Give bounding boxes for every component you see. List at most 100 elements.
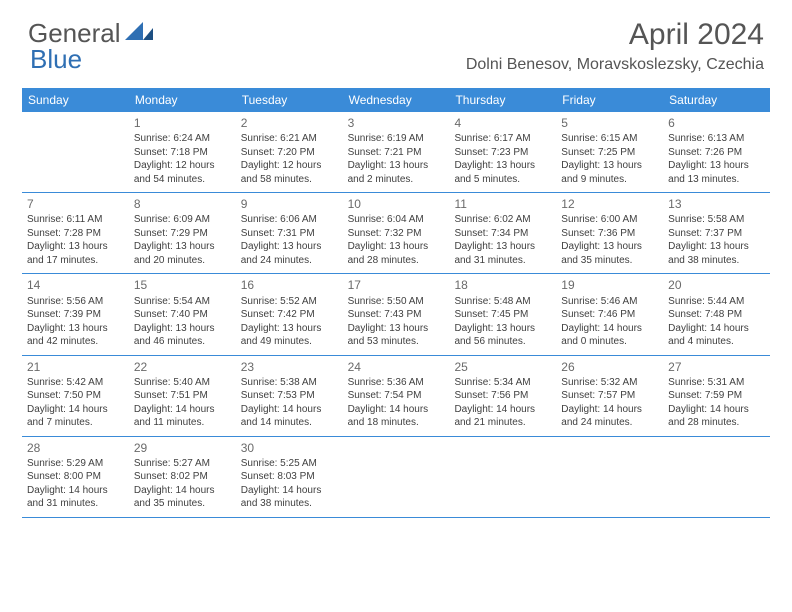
day-number: 10: [348, 196, 445, 212]
sunrise-text: Sunrise: 6:24 AM: [134, 132, 231, 146]
daylight-text: Daylight: 13 hours and 20 minutes.: [134, 240, 231, 267]
sunrise-text: Sunrise: 5:52 AM: [241, 295, 338, 309]
daylight-text: Daylight: 13 hours and 56 minutes.: [454, 322, 551, 349]
brand-text-2: Blue: [30, 44, 82, 75]
day-cell: 28Sunrise: 5:29 AMSunset: 8:00 PMDayligh…: [22, 437, 129, 517]
sunrise-text: Sunrise: 5:56 AM: [27, 295, 124, 309]
day-cell: 15Sunrise: 5:54 AMSunset: 7:40 PMDayligh…: [129, 274, 236, 354]
day-cell: 14Sunrise: 5:56 AMSunset: 7:39 PMDayligh…: [22, 274, 129, 354]
sunset-text: Sunset: 7:18 PM: [134, 146, 231, 160]
daylight-text: Daylight: 13 hours and 24 minutes.: [241, 240, 338, 267]
day-cell: 23Sunrise: 5:38 AMSunset: 7:53 PMDayligh…: [236, 356, 343, 436]
daylight-text: Daylight: 14 hours and 38 minutes.: [241, 484, 338, 511]
day-cell: 10Sunrise: 6:04 AMSunset: 7:32 PMDayligh…: [343, 193, 450, 273]
sunset-text: Sunset: 8:02 PM: [134, 470, 231, 484]
day-cell: 8Sunrise: 6:09 AMSunset: 7:29 PMDaylight…: [129, 193, 236, 273]
daylight-text: Daylight: 13 hours and 9 minutes.: [561, 159, 658, 186]
sunset-text: Sunset: 7:26 PM: [668, 146, 765, 160]
sunrise-text: Sunrise: 6:19 AM: [348, 132, 445, 146]
weekday-header: Monday: [129, 88, 236, 112]
day-number: 2: [241, 115, 338, 131]
sunrise-text: Sunrise: 6:11 AM: [27, 213, 124, 227]
day-number: 11: [454, 196, 551, 212]
day-cell: 3Sunrise: 6:19 AMSunset: 7:21 PMDaylight…: [343, 112, 450, 192]
day-number: 20: [668, 277, 765, 293]
day-cell: [343, 437, 450, 517]
daylight-text: Daylight: 14 hours and 21 minutes.: [454, 403, 551, 430]
sunrise-text: Sunrise: 6:02 AM: [454, 213, 551, 227]
daylight-text: Daylight: 13 hours and 5 minutes.: [454, 159, 551, 186]
sunrise-text: Sunrise: 5:46 AM: [561, 295, 658, 309]
day-number: 12: [561, 196, 658, 212]
daylight-text: Daylight: 12 hours and 58 minutes.: [241, 159, 338, 186]
day-number: 9: [241, 196, 338, 212]
week-row: 1Sunrise: 6:24 AMSunset: 7:18 PMDaylight…: [22, 112, 770, 193]
sunset-text: Sunset: 7:42 PM: [241, 308, 338, 322]
day-cell: 5Sunrise: 6:15 AMSunset: 7:25 PMDaylight…: [556, 112, 663, 192]
day-cell: 21Sunrise: 5:42 AMSunset: 7:50 PMDayligh…: [22, 356, 129, 436]
sunrise-text: Sunrise: 6:13 AM: [668, 132, 765, 146]
daylight-text: Daylight: 13 hours and 31 minutes.: [454, 240, 551, 267]
sunrise-text: Sunrise: 6:04 AM: [348, 213, 445, 227]
day-cell: [22, 112, 129, 192]
sunset-text: Sunset: 7:56 PM: [454, 389, 551, 403]
daylight-text: Daylight: 14 hours and 24 minutes.: [561, 403, 658, 430]
daylight-text: Daylight: 13 hours and 42 minutes.: [27, 322, 124, 349]
day-cell: 4Sunrise: 6:17 AMSunset: 7:23 PMDaylight…: [449, 112, 556, 192]
sunset-text: Sunset: 7:32 PM: [348, 227, 445, 241]
day-cell: 27Sunrise: 5:31 AMSunset: 7:59 PMDayligh…: [663, 356, 770, 436]
week-row: 7Sunrise: 6:11 AMSunset: 7:28 PM Daylight…: [22, 193, 770, 274]
sunset-text: Sunset: 7:36 PM: [561, 227, 658, 241]
month-title: April 2024: [466, 18, 764, 52]
sunrise-text: Sunrise: 5:36 AM: [348, 376, 445, 390]
weeks-container: 1Sunrise: 6:24 AMSunset: 7:18 PMDaylight…: [22, 112, 770, 518]
day-number: 28: [27, 440, 124, 456]
sunrise-text: Sunrise: 6:17 AM: [454, 132, 551, 146]
weekday-header: Friday: [556, 88, 663, 112]
sunset-text: Sunset: 7:57 PM: [561, 389, 658, 403]
sunset-text: Sunset: 7:37 PM: [668, 227, 765, 241]
daylight-text: Daylight: 14 hours and 11 minutes.: [134, 403, 231, 430]
weekday-header: Wednesday: [343, 88, 450, 112]
daylight-text: Daylight: 14 hours and 28 minutes.: [668, 403, 765, 430]
sunset-text: Sunset: 7:39 PM: [27, 308, 124, 322]
sunset-text: Sunset: 7:59 PM: [668, 389, 765, 403]
sunrise-text: Sunrise: 5:34 AM: [454, 376, 551, 390]
daylight-text: Daylight: 13 hours and 35 minutes.: [561, 240, 658, 267]
sunset-text: Sunset: 7:40 PM: [134, 308, 231, 322]
calendar: SundayMondayTuesdayWednesdayThursdayFrid…: [22, 88, 770, 518]
sunrise-text: Sunrise: 5:31 AM: [668, 376, 765, 390]
sunset-text: Sunset: 8:03 PM: [241, 470, 338, 484]
day-cell: 2Sunrise: 6:21 AMSunset: 7:20 PMDaylight…: [236, 112, 343, 192]
day-cell: 11Sunrise: 6:02 AMSunset: 7:34 PMDayligh…: [449, 193, 556, 273]
sunset-text: Sunset: 7:51 PM: [134, 389, 231, 403]
day-cell: 30Sunrise: 5:25 AMSunset: 8:03 PMDayligh…: [236, 437, 343, 517]
sunset-text: Sunset: 7:21 PM: [348, 146, 445, 160]
day-cell: [556, 437, 663, 517]
sunset-text: Sunset: 7:43 PM: [348, 308, 445, 322]
sunrise-text: Sunrise: 5:44 AM: [668, 295, 765, 309]
day-cell: [663, 437, 770, 517]
sunset-text: Sunset: 7:29 PM: [134, 227, 231, 241]
sunrise-text: Sunrise: 5:58 AM: [668, 213, 765, 227]
sunrise-text: Sunrise: 6:09 AM: [134, 213, 231, 227]
daylight-text: Daylight: 13 hours and 53 minutes.: [348, 322, 445, 349]
day-cell: 29Sunrise: 5:27 AMSunset: 8:02 PMDayligh…: [129, 437, 236, 517]
sunrise-text: Sunrise: 6:15 AM: [561, 132, 658, 146]
daylight-text: Daylight: 14 hours and 35 minutes.: [134, 484, 231, 511]
day-number: 16: [241, 277, 338, 293]
day-number: 7: [27, 196, 124, 212]
day-cell: 24Sunrise: 5:36 AMSunset: 7:54 PMDayligh…: [343, 356, 450, 436]
weekday-header: Saturday: [663, 88, 770, 112]
week-row: 28Sunrise: 5:29 AMSunset: 8:00 PMDayligh…: [22, 437, 770, 518]
day-number: 29: [134, 440, 231, 456]
day-number: 13: [668, 196, 765, 212]
sunset-text: Sunset: 7:28 PM: [27, 227, 124, 241]
title-block: April 2024 Dolni Benesov, Moravskoslezsk…: [466, 18, 764, 74]
daylight-text: Daylight: 13 hours and 2 minutes.: [348, 159, 445, 186]
daylight-text: Daylight: 13 hours and 38 minutes.: [668, 240, 765, 267]
sunrise-text: Sunrise: 5:32 AM: [561, 376, 658, 390]
daylight-text: Daylight: 14 hours and 14 minutes.: [241, 403, 338, 430]
sunrise-text: Sunrise: 5:48 AM: [454, 295, 551, 309]
daylight-text: Daylight: 12 hours and 54 minutes.: [134, 159, 231, 186]
